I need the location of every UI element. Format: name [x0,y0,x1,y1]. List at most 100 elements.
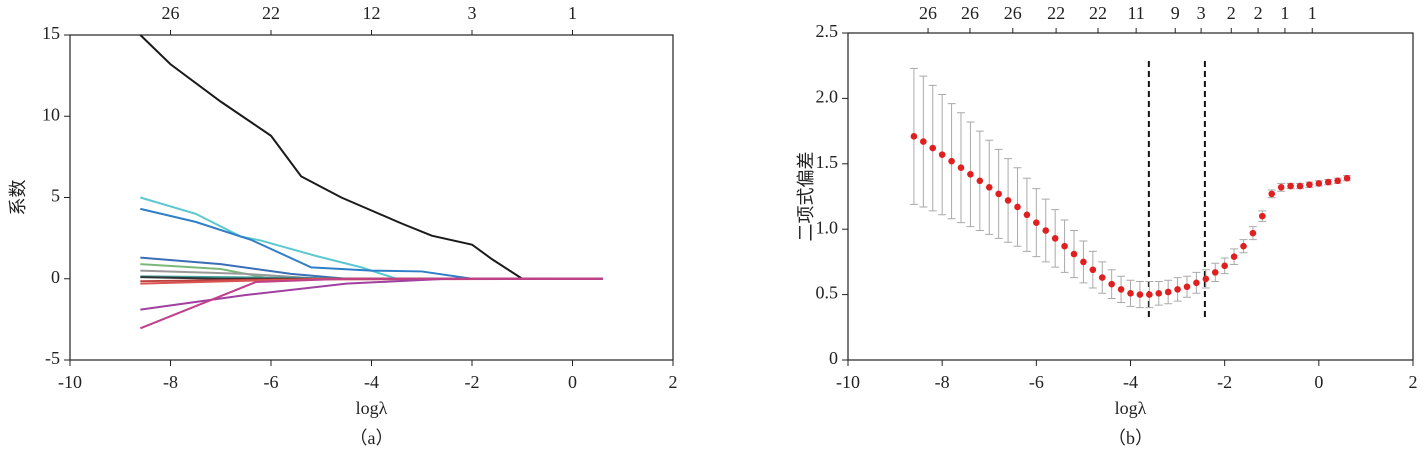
deviance-point [1042,227,1050,234]
deviance-point [995,190,1002,198]
deviance-point [1211,269,1219,276]
deviance-point [1033,219,1040,226]
y-tick-label: 0 [829,348,838,368]
deviance-point [1164,288,1172,296]
deviance-point [967,170,974,178]
y-tick-label: 1.5 [816,152,839,172]
deviance-point [1004,197,1012,204]
x-tick-label: 2 [1409,372,1418,392]
top-tick-label: 1 [568,3,577,23]
y-tick-label: 5 [51,186,60,206]
top-tick-label: 12 [363,3,381,23]
top-tick-label: 1 [1280,3,1289,23]
deviance-point [1061,242,1068,250]
deviance-point [1240,242,1247,250]
deviance-point [1324,178,1332,186]
x-tick-label: -10 [58,372,82,392]
top-tick-label: 22 [1047,3,1065,23]
deviance-point [929,144,937,152]
x-tick-label: -6 [1029,372,1044,392]
x-tick-label: 0 [568,372,577,392]
deviance-point [957,164,965,172]
coefficient-path [139,277,603,330]
deviance-point [1155,289,1163,297]
plot-frame [69,34,674,361]
x-tick-label: -2 [465,372,480,392]
deviance-point [1183,283,1191,291]
deviance-point [1306,181,1313,189]
y-tick-label: 2.5 [816,21,839,41]
y-tick-label: 0.5 [816,283,839,303]
x-tick-label: -10 [836,372,860,392]
deviance-point [1174,286,1181,293]
coefficient-path [140,277,603,311]
deviance-point [1221,262,1228,270]
x-tick-label: -8 [163,372,178,392]
x-axis-label: logλ [356,398,388,418]
x-tick-label: -4 [364,372,379,392]
top-tick-label: 2 [1254,3,1263,23]
coefficient-path [139,34,603,280]
coefficient-path [140,207,603,280]
deviance-point [938,151,946,158]
top-tick-label: 1 [1308,3,1317,23]
deviance-point [1343,174,1351,182]
deviance-point [1193,279,1200,287]
top-tick-label: 26 [919,3,937,23]
top-tick-label: 11 [1127,3,1144,23]
x-tick-label: -8 [935,372,950,392]
x-tick-label: -4 [1123,372,1138,392]
deviance-point [1051,235,1059,242]
deviance-point [1127,289,1134,297]
deviance-point [1287,182,1294,190]
deviance-point [1268,190,1276,198]
deviance-point [1108,280,1115,288]
x-tick-label: 2 [669,372,678,392]
deviance-point [1230,253,1238,260]
deviance-point [1277,184,1285,191]
y-axis-label: 系数 [8,180,28,216]
deviance-point [1259,212,1266,220]
deviance-point [1014,203,1021,211]
top-tick-label: 9 [1171,3,1180,23]
top-tick-label: 3 [1197,3,1206,23]
top-tick-label: 22 [262,3,280,23]
top-tick-label: 2 [1227,3,1236,23]
deviance-point [1334,177,1341,185]
deviance-point [985,184,993,191]
y-axis-label: 二项式偏差 [796,152,816,242]
x-tick-label: 0 [1314,372,1323,392]
y-tick-label: -5 [45,348,60,368]
top-tick-label: 3 [468,3,477,23]
deviance-point [1136,291,1144,298]
deviance-point [1098,274,1106,281]
deviance-point [1202,275,1210,283]
coefficient-path [140,196,603,280]
x-tick-label: -6 [264,372,279,392]
deviance-point [1315,180,1323,187]
deviance-point [920,138,927,145]
y-tick-label: 2.0 [816,87,839,107]
deviance-point [1146,291,1153,298]
deviance-point [1023,211,1031,219]
x-axis-label: logλ [1115,398,1147,418]
deviance-point [1080,258,1087,266]
deviance-point [1089,266,1097,274]
y-tick-label: 10 [42,104,60,124]
deviance-point [1117,286,1125,293]
y-tick-label: 0 [51,267,60,287]
top-tick-label: 22 [1089,3,1107,23]
deviance-point [1296,182,1304,190]
deviance-point [1249,229,1257,237]
top-tick-label: 26 [961,3,979,23]
deviance-point [976,177,984,185]
y-tick-label: 1.0 [816,217,839,237]
y-tick-label: 15 [42,23,60,43]
deviance-point [910,133,918,140]
top-tick-label: 26 [1004,3,1022,23]
caption: （a） [350,428,394,448]
caption: （b） [1108,428,1153,448]
x-tick-label: -2 [1217,372,1232,392]
deviance-point [1070,250,1078,258]
